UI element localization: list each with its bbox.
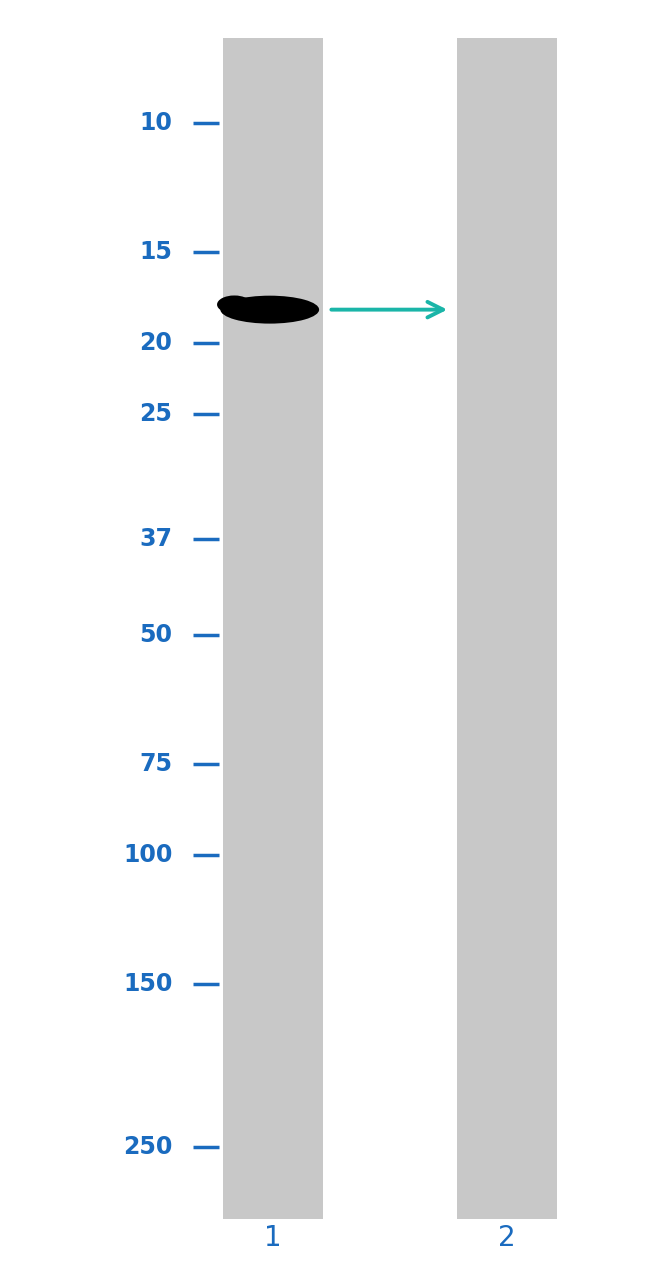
Text: 1: 1 [264,1224,282,1252]
Text: 37: 37 [139,527,172,551]
Text: 100: 100 [123,843,172,867]
Text: 20: 20 [139,331,172,356]
FancyBboxPatch shape [456,38,558,1219]
Text: 250: 250 [123,1135,172,1158]
Ellipse shape [217,296,252,314]
Text: 50: 50 [139,622,172,646]
Text: 10: 10 [139,110,172,135]
Text: 25: 25 [139,403,172,427]
Text: 75: 75 [139,752,172,776]
Text: 15: 15 [139,240,172,264]
Ellipse shape [220,296,319,324]
FancyBboxPatch shape [222,38,323,1219]
Text: 2: 2 [498,1224,516,1252]
Text: 150: 150 [123,973,172,997]
